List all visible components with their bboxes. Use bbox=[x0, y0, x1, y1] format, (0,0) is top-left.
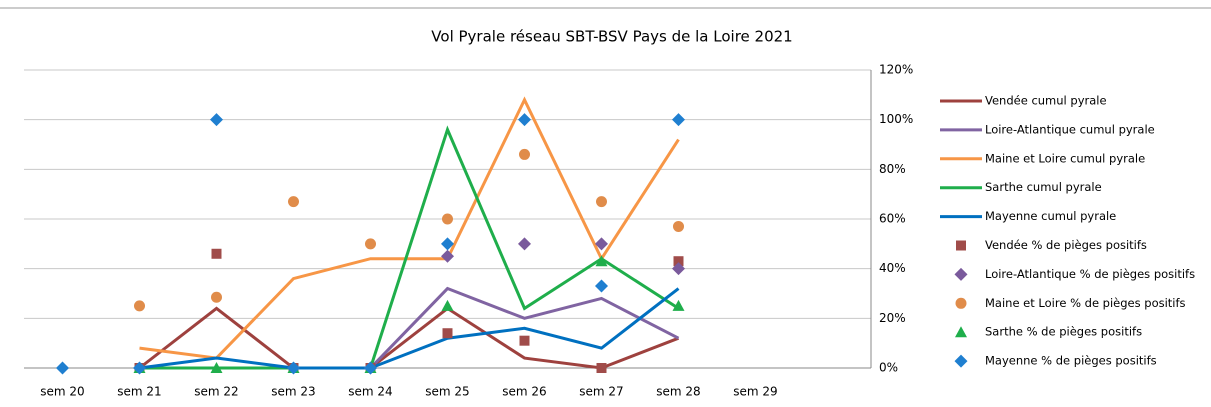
x-tick-label: sem 21 bbox=[117, 385, 161, 399]
legend-swatch bbox=[955, 326, 967, 338]
x-tick-label: sem 22 bbox=[194, 385, 238, 399]
marker bbox=[211, 248, 222, 259]
y-tick-label: 120% bbox=[879, 63, 913, 77]
marker bbox=[133, 361, 146, 375]
y-tick-label: 80% bbox=[879, 162, 906, 176]
marker bbox=[672, 299, 685, 311]
marker bbox=[518, 237, 531, 251]
marker bbox=[441, 237, 454, 251]
series-line bbox=[138, 306, 680, 370]
marker bbox=[595, 279, 608, 293]
legend-label: Sarthe % de pièges positifs bbox=[985, 325, 1142, 339]
legend-label: Sarthe cumul pyrale bbox=[985, 180, 1102, 194]
marker bbox=[519, 148, 530, 160]
marker bbox=[211, 291, 222, 303]
marker bbox=[442, 328, 453, 339]
marker bbox=[596, 363, 607, 373]
series-line bbox=[139, 96, 680, 360]
x-tick-label: sem 25 bbox=[425, 385, 469, 399]
x-tick-label: sem 28 bbox=[656, 385, 700, 399]
marker bbox=[672, 262, 685, 276]
legend-label: Maine et Loire % de pièges positifs bbox=[985, 296, 1186, 310]
marker bbox=[365, 238, 376, 250]
marker bbox=[673, 220, 684, 232]
marker bbox=[287, 361, 300, 375]
legend-label: Mayenne % de pièges positifs bbox=[985, 354, 1157, 368]
marker bbox=[673, 256, 684, 267]
marker bbox=[672, 113, 685, 127]
marker bbox=[288, 196, 299, 208]
series-line bbox=[139, 287, 680, 370]
marker bbox=[519, 335, 530, 346]
legend-label: Vendée % de pièges positifs bbox=[985, 238, 1147, 252]
x-tick-label: sem 20 bbox=[40, 385, 84, 399]
chart-title: Vol Pyrale réseau SBT-BSV Pays de la Loi… bbox=[431, 28, 792, 46]
marker bbox=[596, 196, 607, 208]
y-tick-label: 60% bbox=[879, 212, 906, 226]
marker bbox=[364, 361, 377, 375]
marker bbox=[134, 300, 145, 312]
series-line bbox=[139, 125, 680, 370]
x-tick-label: sem 24 bbox=[348, 385, 392, 399]
x-tick-label: sem 23 bbox=[271, 385, 315, 399]
marker bbox=[210, 362, 223, 373]
marker bbox=[441, 299, 454, 311]
y-tick-label: 0% bbox=[879, 361, 898, 375]
marker bbox=[595, 255, 608, 267]
legend-label: Loire-Atlantique cumul pyrale bbox=[985, 122, 1155, 136]
marker bbox=[210, 113, 223, 127]
legend-label: Vendée cumul pyrale bbox=[985, 94, 1107, 108]
x-tick-label: sem 27 bbox=[579, 385, 623, 399]
legend-swatch bbox=[954, 267, 968, 281]
legend-label: Maine et Loire cumul pyrale bbox=[985, 151, 1145, 165]
x-tick-label: sem 29 bbox=[733, 385, 777, 399]
legend-label: Loire-Atlantique % de pièges positifs bbox=[985, 267, 1195, 281]
marker bbox=[518, 113, 531, 127]
marker bbox=[442, 213, 453, 225]
legend-swatch bbox=[954, 354, 968, 368]
y-tick-label: 40% bbox=[879, 261, 906, 275]
legend-swatch bbox=[956, 240, 966, 251]
legend-label: Mayenne cumul pyrale bbox=[985, 209, 1116, 223]
marker bbox=[56, 361, 69, 375]
legend-swatch bbox=[955, 297, 967, 309]
marker bbox=[595, 237, 608, 251]
x-tick-label: sem 26 bbox=[502, 385, 546, 399]
marker bbox=[441, 249, 454, 263]
y-tick-label: 100% bbox=[879, 112, 913, 126]
y-tick-label: 20% bbox=[879, 311, 906, 325]
